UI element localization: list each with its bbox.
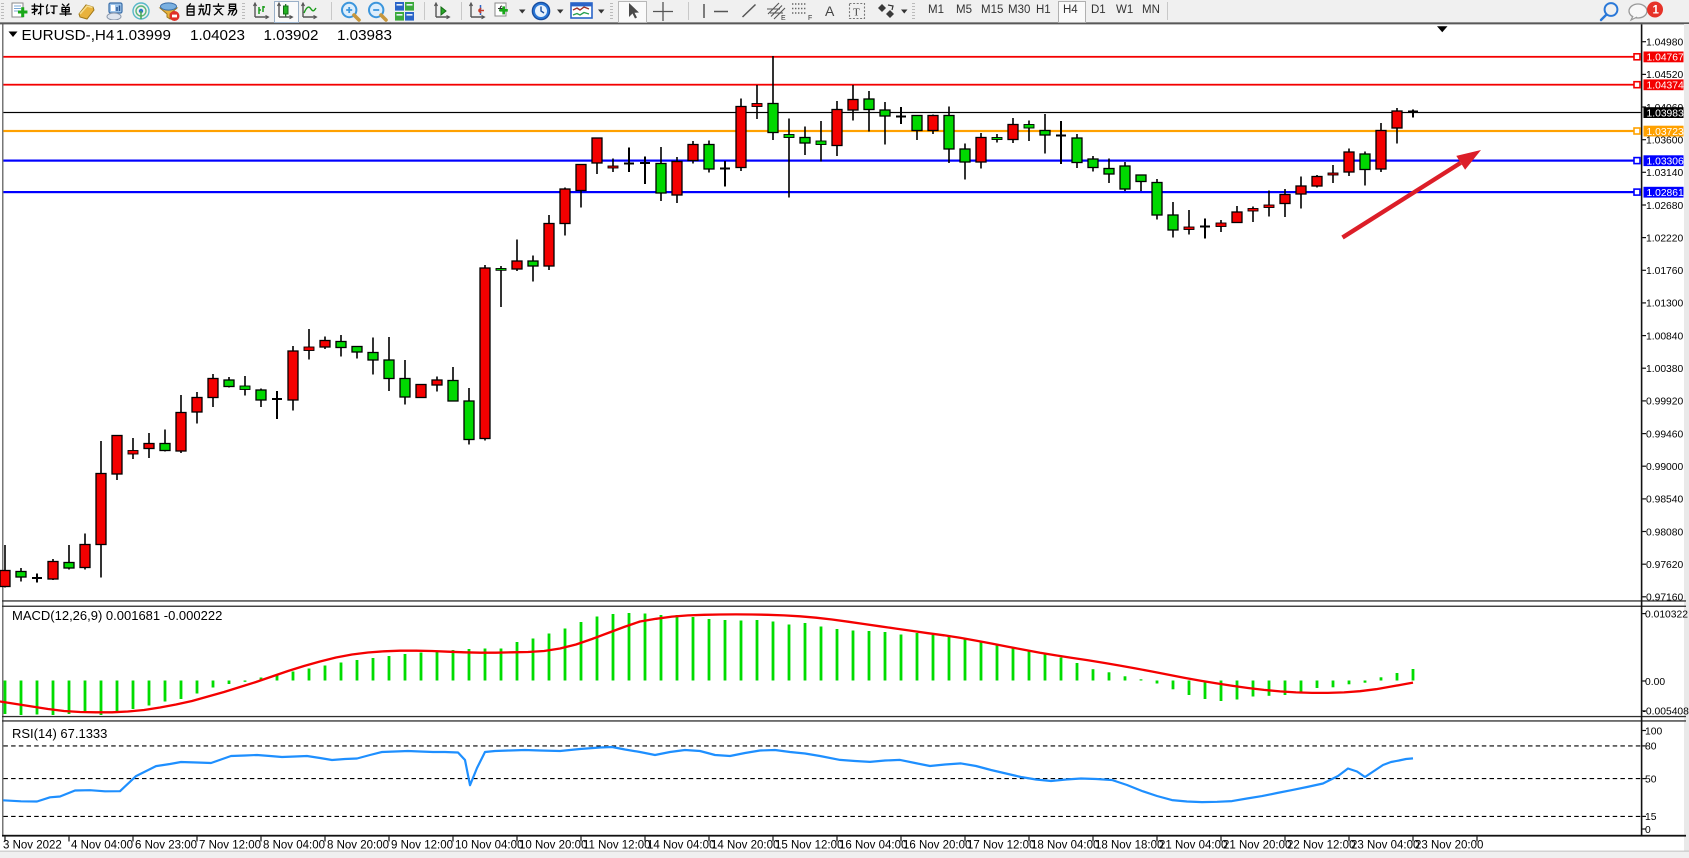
svg-text:1.03999: 1.03999 (116, 27, 171, 44)
svg-text:E: E (781, 15, 786, 22)
svg-text:8 Nov 04:00: 8 Nov 04:00 (263, 840, 325, 852)
svg-text:16 Nov 04:00: 16 Nov 04:00 (839, 840, 907, 852)
svg-text:18 Nov 04:00: 18 Nov 04:00 (1031, 840, 1099, 852)
svg-text:1.03600: 1.03600 (1646, 136, 1683, 147)
svg-text:15: 15 (1645, 812, 1657, 823)
svg-text:0.99920: 0.99920 (1646, 397, 1683, 408)
svg-text:1.01300: 1.01300 (1646, 299, 1683, 310)
svg-text:21 Nov 04:00: 21 Nov 04:00 (1159, 840, 1227, 852)
svg-text:1.02680: 1.02680 (1646, 201, 1683, 212)
svg-text:16 Nov 20:00: 16 Nov 20:00 (903, 840, 971, 852)
svg-text:18 Nov 18:00: 18 Nov 18:00 (1095, 840, 1163, 852)
svg-text:1.01760: 1.01760 (1646, 266, 1683, 277)
svg-text:50: 50 (1645, 774, 1657, 785)
svg-text:1.03902: 1.03902 (264, 27, 319, 44)
svg-text:7 Nov 12:00: 7 Nov 12:00 (199, 840, 261, 852)
svg-text:-0.005408: -0.005408 (1643, 707, 1689, 718)
svg-text:F: F (808, 15, 812, 22)
svg-text:3 Nov 2022: 3 Nov 2022 (3, 840, 62, 852)
svg-text:80: 80 (1645, 742, 1657, 753)
svg-text:22 Nov 12:00: 22 Nov 12:00 (1287, 840, 1355, 852)
svg-text:1.03723: 1.03723 (1647, 127, 1684, 138)
svg-text:0.00: 0.00 (1645, 677, 1665, 688)
svg-text:6 Nov 23:00: 6 Nov 23:00 (135, 840, 197, 852)
svg-text:1.03306: 1.03306 (1647, 156, 1684, 167)
svg-text:4 Nov 04:00: 4 Nov 04:00 (71, 840, 133, 852)
svg-text:0: 0 (1645, 825, 1651, 836)
svg-text:1.04767: 1.04767 (1647, 53, 1684, 64)
svg-text:1.04520: 1.04520 (1646, 70, 1683, 81)
svg-text:EURUSD-,H4: EURUSD-,H4 (22, 27, 115, 44)
svg-text:1.00380: 1.00380 (1646, 364, 1683, 375)
svg-text:0.97160: 0.97160 (1646, 593, 1683, 604)
svg-text:1.03983: 1.03983 (337, 27, 392, 44)
svg-text:0.010322: 0.010322 (1645, 609, 1688, 620)
svg-text:1.03983: 1.03983 (1647, 108, 1684, 119)
svg-text:1.04023: 1.04023 (190, 27, 245, 44)
svg-text:21 Nov 20:00: 21 Nov 20:00 (1223, 840, 1291, 852)
svg-text:1.00840: 1.00840 (1646, 331, 1683, 342)
svg-text:0.99000: 0.99000 (1646, 462, 1683, 473)
svg-text:11 Nov 12:00: 11 Nov 12:00 (583, 840, 651, 852)
svg-text:T: T (853, 7, 860, 19)
svg-text:MACD(12,26,9) 0.001681 -0.0002: MACD(12,26,9) 0.001681 -0.000222 (12, 608, 222, 623)
svg-text:15 Nov 12:00: 15 Nov 12:00 (775, 840, 843, 852)
svg-text:0.99460: 0.99460 (1646, 429, 1683, 440)
svg-text:RSI(14) 67.1333: RSI(14) 67.1333 (12, 726, 107, 741)
svg-text:0.98540: 0.98540 (1646, 495, 1683, 506)
svg-text:0.98080: 0.98080 (1646, 527, 1683, 538)
svg-text:100: 100 (1645, 726, 1662, 737)
svg-text:1.04980: 1.04980 (1646, 38, 1683, 49)
svg-text:8 Nov 20:00: 8 Nov 20:00 (327, 840, 389, 852)
svg-text:23 Nov 04:00: 23 Nov 04:00 (1351, 840, 1419, 852)
svg-text:23 Nov 20:00: 23 Nov 20:00 (1415, 840, 1483, 852)
svg-text:10 Nov 20:00: 10 Nov 20:00 (519, 840, 587, 852)
svg-text:1.03140: 1.03140 (1646, 168, 1683, 179)
svg-text:14 Nov 20:00: 14 Nov 20:00 (711, 840, 779, 852)
svg-text:1.02861: 1.02861 (1647, 188, 1684, 199)
svg-text:17 Nov 12:00: 17 Nov 12:00 (967, 840, 1035, 852)
svg-text:1.04374: 1.04374 (1647, 81, 1684, 92)
svg-text:14 Nov 04:00: 14 Nov 04:00 (647, 840, 715, 852)
svg-text:9 Nov 12:00: 9 Nov 12:00 (391, 840, 453, 852)
svg-text:1.02220: 1.02220 (1646, 233, 1683, 244)
svg-text:0.97620: 0.97620 (1646, 560, 1683, 571)
svg-text:1: 1 (1653, 5, 1660, 17)
svg-text:10 Nov 04:00: 10 Nov 04:00 (455, 840, 523, 852)
